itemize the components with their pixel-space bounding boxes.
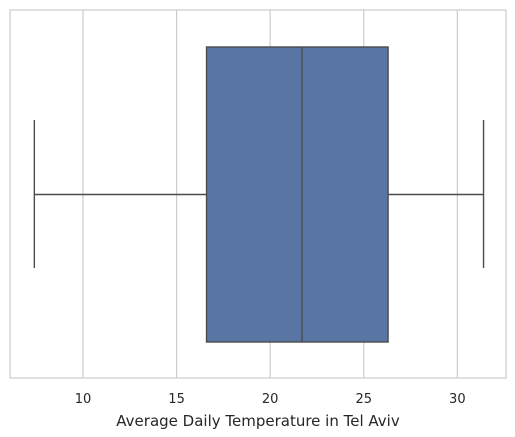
x-tick-label-15: 15 xyxy=(168,392,185,407)
plot-frame xyxy=(9,9,507,379)
interquartile-box xyxy=(205,46,389,343)
x-tick-label-20: 20 xyxy=(262,392,279,407)
x-tick-label-10: 10 xyxy=(75,392,92,407)
x-axis-title: Average Daily Temperature in Tel Aviv xyxy=(116,412,400,430)
x-tick-label-25: 25 xyxy=(355,392,372,407)
x-tick-labels: 10 15 20 25 30 xyxy=(75,392,466,407)
box-plot-series xyxy=(33,46,485,343)
x-tick-label-30: 30 xyxy=(449,392,466,407)
